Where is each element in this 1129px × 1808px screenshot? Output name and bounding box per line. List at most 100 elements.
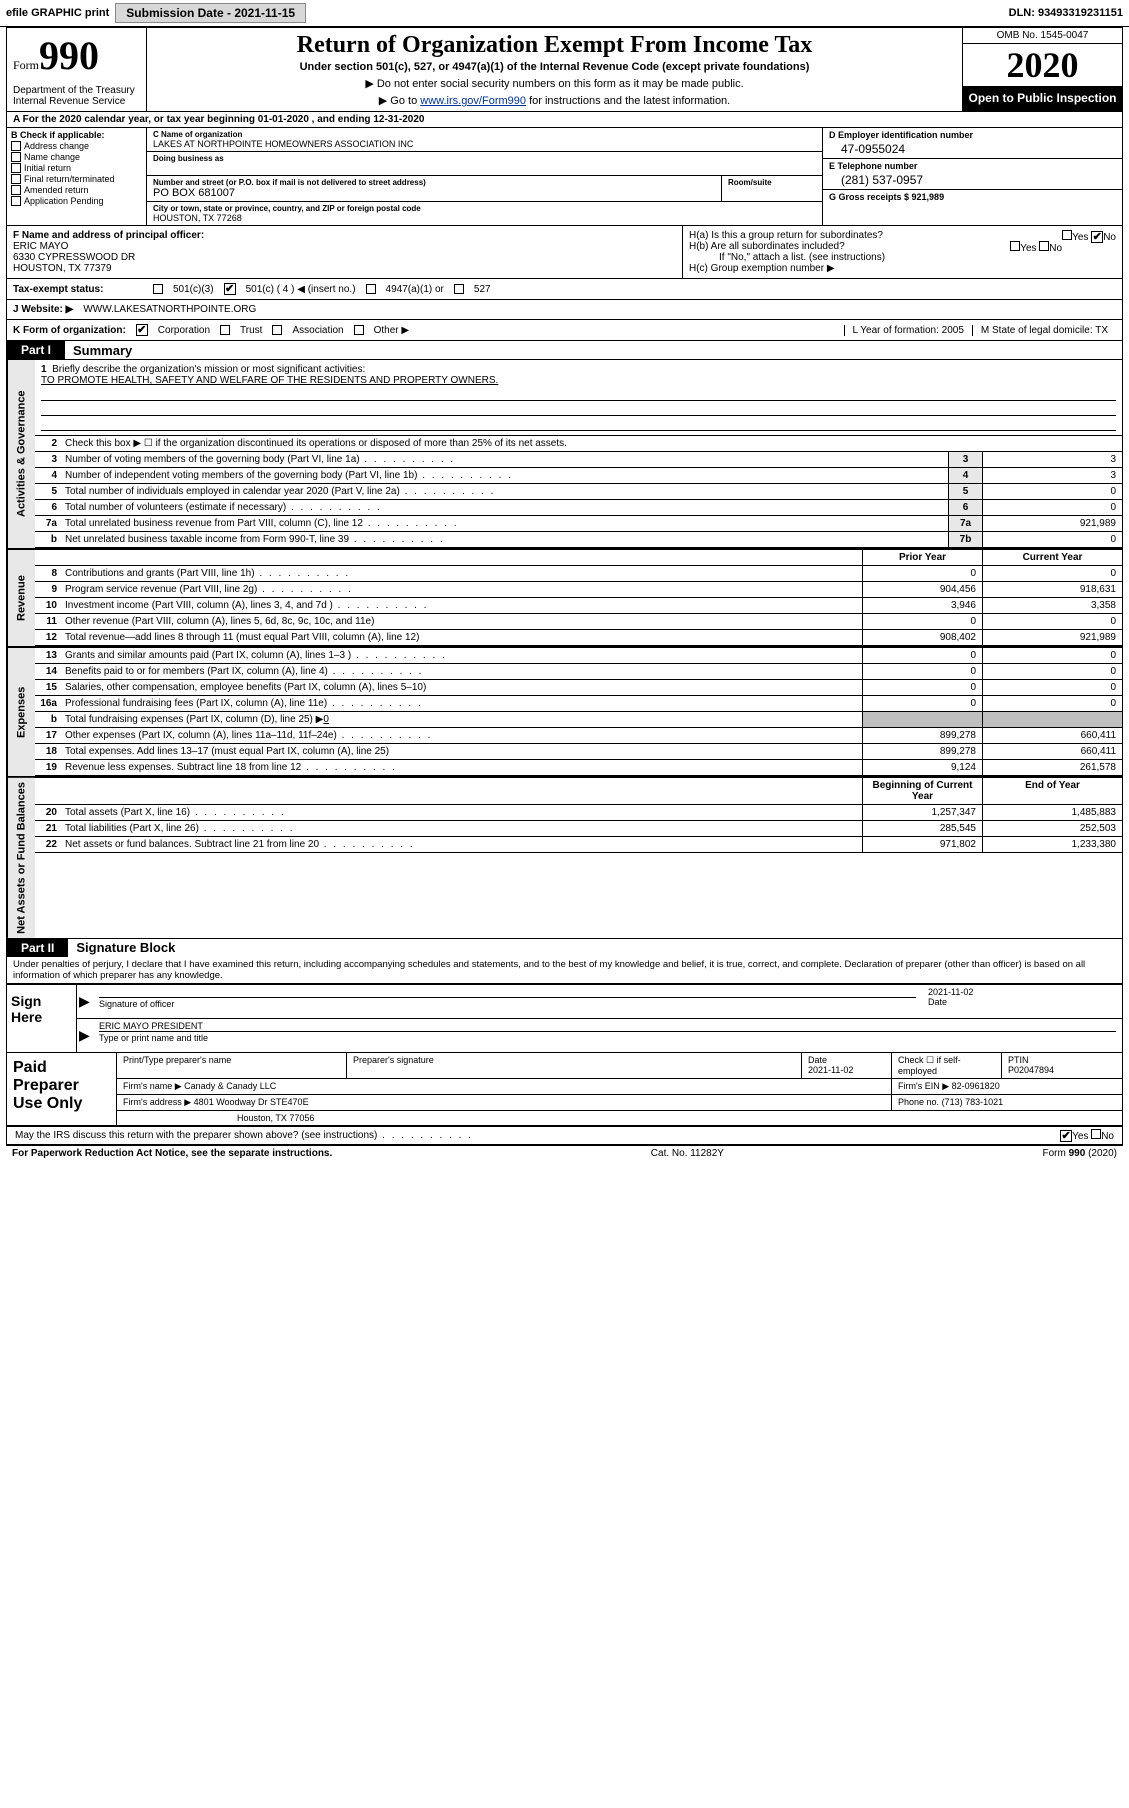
status-501c3[interactable]	[153, 284, 163, 294]
officer-addr1: 6330 CYPRESSWOOD DR	[13, 252, 676, 263]
k-org-row: K Form of organization: ✔Corporation Tru…	[7, 320, 1122, 341]
dln-label: DLN: 93493319231151	[1009, 7, 1123, 19]
row-18: Total expenses. Add lines 13–17 (must eq…	[61, 744, 862, 759]
part-2-tab: Part II	[7, 939, 68, 957]
paid-preparer-table: Paid Preparer Use Only Print/Type prepar…	[7, 1052, 1122, 1127]
val-3: 3	[982, 452, 1122, 467]
firm-name: Canady & Canady LLC	[184, 1081, 276, 1091]
val-6: 0	[982, 500, 1122, 515]
irs-link[interactable]: www.irs.gov/Form990	[420, 95, 526, 107]
korg-other[interactable]	[354, 325, 364, 335]
check-app-pending[interactable]	[11, 196, 21, 206]
c15: 0	[982, 680, 1122, 695]
status-501c[interactable]: ✔	[224, 283, 236, 295]
mission-label: Briefly describe the organization's miss…	[52, 364, 365, 375]
entity-right: D Employer identification number 47-0955…	[822, 128, 1122, 225]
discuss-yes[interactable]: ✔	[1060, 1130, 1072, 1142]
korg-trust[interactable]	[220, 325, 230, 335]
korg-corp[interactable]: ✔	[136, 324, 148, 336]
status-4947[interactable]	[366, 284, 376, 294]
check-amended-return[interactable]	[11, 185, 21, 195]
hdr-current: Current Year	[982, 550, 1122, 565]
submission-date-button[interactable]: Submission Date - 2021-11-15	[115, 3, 306, 23]
check-address-change[interactable]	[11, 141, 21, 151]
sig-arrow-icon: ▶	[77, 985, 93, 1018]
p13: 0	[862, 648, 982, 663]
hdr-prior: Prior Year	[862, 550, 982, 565]
city-value: HOUSTON, TX 77268	[153, 213, 816, 223]
row-a-tax-year: A For the 2020 calendar year, or tax yea…	[7, 112, 1122, 128]
firm-ein: 82-0961820	[952, 1081, 1000, 1091]
dba-value	[153, 163, 816, 173]
vtab-expenses: Expenses	[7, 648, 35, 776]
row-4: Number of independent voting members of …	[61, 468, 948, 483]
p14: 0	[862, 664, 982, 679]
phone-label: E Telephone number	[829, 161, 1116, 171]
omb-number: OMB No. 1545-0047	[963, 28, 1122, 44]
vtab-net: Net Assets or Fund Balances	[7, 778, 35, 938]
city-label: City or town, state or province, country…	[153, 204, 816, 213]
p12: 908,402	[862, 630, 982, 645]
row-20: Total assets (Part X, line 16)	[61, 805, 862, 820]
part-1-tab: Part I	[7, 341, 65, 359]
discuss-text: May the IRS discuss this return with the…	[15, 1130, 473, 1141]
sig-arrow-icon-2: ▶	[77, 1019, 93, 1052]
c18: 660,411	[982, 744, 1122, 759]
c12: 921,989	[982, 630, 1122, 645]
tax-exempt-status: Tax-exempt status: 501(c)(3) ✔501(c) ( 4…	[7, 279, 1122, 300]
hb-yes[interactable]	[1010, 241, 1020, 251]
prep-date-val: 2021-11-02	[808, 1065, 853, 1075]
ssn-note: Do not enter social security numbers on …	[157, 77, 952, 90]
c9: 918,631	[982, 582, 1122, 597]
suite-label: Room/suite	[728, 178, 816, 187]
prep-date-hdr: Date	[808, 1055, 827, 1065]
tax-year: 2020	[963, 44, 1122, 87]
sign-here-label: Sign Here	[7, 985, 77, 1052]
e22: 1,233,380	[982, 837, 1122, 852]
p17: 899,278	[862, 728, 982, 743]
goto-note: Go to www.irs.gov/Form990 for instructio…	[157, 94, 952, 107]
ptin-hdr: PTIN	[1008, 1055, 1029, 1065]
e20: 1,485,883	[982, 805, 1122, 820]
discuss-no[interactable]	[1091, 1129, 1101, 1139]
mission-num: 1	[41, 364, 47, 375]
p19: 9,124	[862, 760, 982, 775]
ha-yes[interactable]	[1062, 230, 1072, 240]
website-value: WWW.LAKESATNORTHPOINTE.ORG	[83, 304, 256, 315]
hb-no[interactable]	[1039, 241, 1049, 251]
ha-no[interactable]: ✔	[1091, 231, 1103, 243]
sig-name-label: Type or print name and title	[99, 1031, 1116, 1043]
row-17: Other expenses (Part IX, column (A), lin…	[61, 728, 862, 743]
status-527[interactable]	[454, 284, 464, 294]
state-domicile: M State of legal domicile: TX	[972, 325, 1116, 336]
signature-block: Under penalties of perjury, I declare th…	[7, 957, 1122, 984]
check-name-change[interactable]	[11, 152, 21, 162]
revenue-section: Revenue Prior YearCurrent Year 8Contribu…	[7, 549, 1122, 647]
efile-label: efile GRAPHIC print	[6, 7, 109, 19]
website-row: J Website: ▶ WWW.LAKESATNORTHPOINTE.ORG	[7, 300, 1122, 320]
row-22: Net assets or fund balances. Subtract li…	[61, 837, 862, 852]
c13: 0	[982, 648, 1122, 663]
header-middle: Return of Organization Exempt From Incom…	[147, 28, 962, 111]
firm-ein-lbl: Firm's EIN ▶	[898, 1081, 949, 1091]
check-final-return[interactable]	[11, 174, 21, 184]
prep-self-emp: Check ☐ if self-employed	[892, 1053, 1002, 1078]
check-initial-return[interactable]	[11, 163, 21, 173]
mission-row: 1 Briefly describe the organization's mi…	[35, 360, 1122, 436]
hdr-end: End of Year	[982, 778, 1122, 804]
expenses-section: Expenses 13Grants and similar amounts pa…	[7, 647, 1122, 777]
val-7a: 921,989	[982, 516, 1122, 531]
c11: 0	[982, 614, 1122, 629]
firm-name-lbl: Firm's name ▶	[123, 1081, 182, 1091]
row-11: Other revenue (Part VIII, column (A), li…	[61, 614, 862, 629]
hc-label: H(c) Group exemption number ▶	[689, 263, 1116, 274]
form-header: Form990 Department of the Treasury Inter…	[7, 28, 1122, 112]
part-2-title: Signature Block	[68, 940, 175, 955]
row-15: Salaries, other compensation, employee b…	[61, 680, 862, 695]
form-number: 990	[39, 33, 99, 78]
row-3: Number of voting members of the governin…	[61, 452, 948, 467]
korg-assoc[interactable]	[272, 325, 282, 335]
cat-no: Cat. No. 11282Y	[651, 1148, 724, 1159]
efile-topbar: efile GRAPHIC print Submission Date - 20…	[0, 0, 1129, 27]
row-13: Grants and similar amounts paid (Part IX…	[61, 648, 862, 663]
